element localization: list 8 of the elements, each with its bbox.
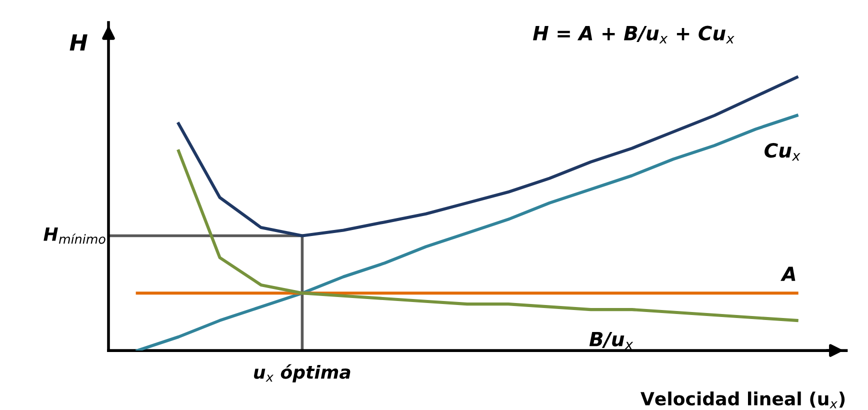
series-label: Cu$_{x}$ [764,143,800,161]
x-axis-title: Velocidad lineal (u$_{x}$) [640,392,845,408]
ref-line-label: H$_{mínimo}$ [44,228,106,244]
series-label: B/u$_{x}$ [589,332,634,350]
text: u$_{x}$ óptima [254,364,350,382]
series-label: A [780,266,796,281]
y-axis-title: H [70,34,88,51]
text: H = A + B/u$_{x}$ + Cu$_{x}$ [533,26,734,44]
